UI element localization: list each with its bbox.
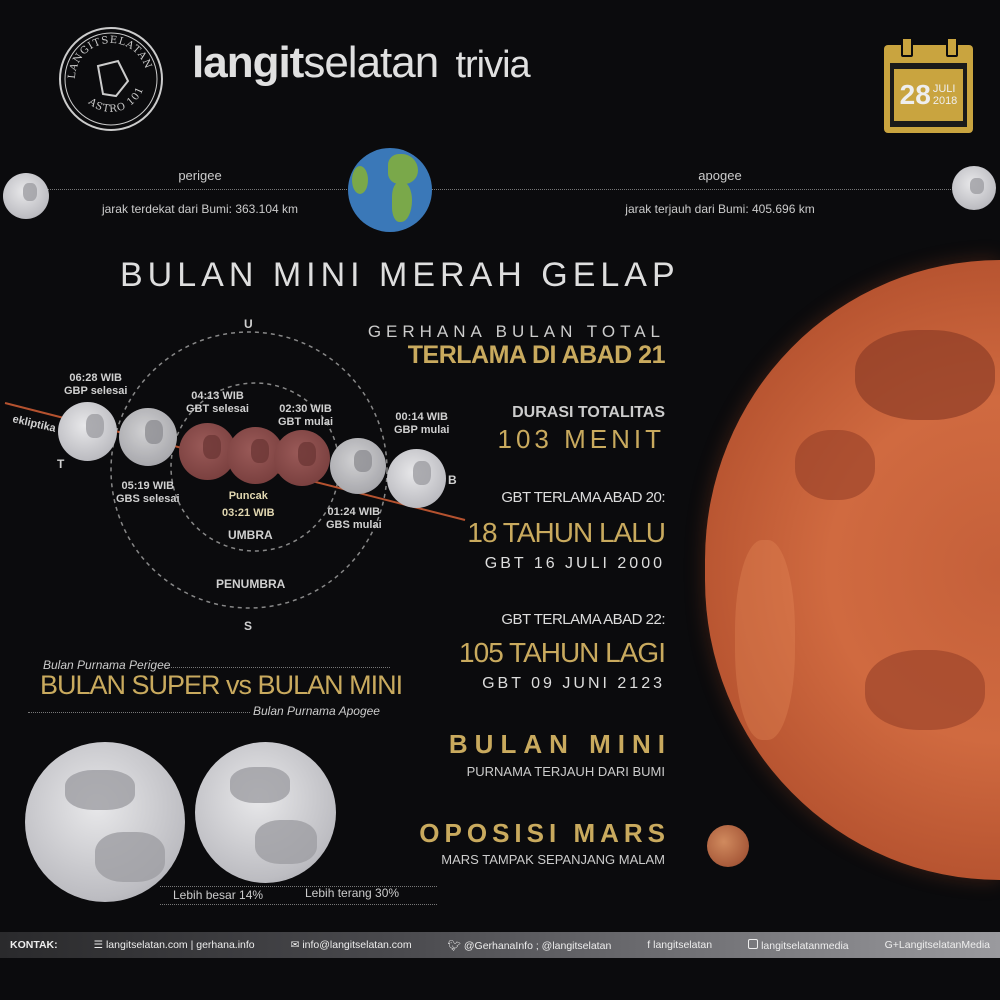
bigger-label: Lebih besar 14%	[173, 888, 264, 902]
fact-big-2: 103 MENIT	[497, 424, 665, 454]
rss-icon: ☰	[93, 939, 106, 951]
penumbra-label: PENUMBRA	[216, 577, 286, 591]
fact-big-3: 18 TAHUN LALU	[467, 517, 666, 548]
facebook-link[interactable]: f langitselatan	[647, 939, 713, 951]
fact-big-1: TERLAMA DI ABAD 21	[407, 341, 666, 369]
earth-icon	[348, 148, 432, 232]
brighter-label: Lebih terang 30%	[305, 886, 400, 900]
moon-gbt-start	[274, 430, 330, 486]
north-label: U	[244, 317, 253, 331]
email-link[interactable]: ✉ info@langitselatan.com	[290, 939, 412, 951]
logo: LANGITSELATAN ASTRO 101	[58, 26, 164, 132]
google-plus-icon: G+	[884, 939, 899, 951]
date-day: 28	[899, 79, 931, 110]
event-gbp-start: 00:14 WIB GBP mulai	[394, 411, 450, 436]
south-label: S	[244, 619, 253, 633]
fact-small-1: GERHANA BULAN TOTAL	[367, 322, 665, 341]
fact-small-3: GBT TERLAMA ABAD 20:	[501, 489, 665, 506]
super-moon-image	[25, 742, 185, 902]
fact-date-3: GBT 16 JULI 2000	[484, 555, 665, 572]
fact-small-4: GBT TERLAMA ABAD 22:	[501, 611, 665, 628]
fact-small-5: PURNAMA TERJAUH DARI BUMI	[466, 764, 665, 779]
title-bold: langit	[192, 38, 304, 87]
instagram-link[interactable]: langitselatanmedia	[748, 938, 849, 952]
moon-gbs-start	[330, 438, 386, 494]
east-label: T	[57, 457, 65, 471]
web-link[interactable]: ☰ langitselatan.com | gerhana.info	[93, 939, 255, 951]
twitter-icon: 🐦︎	[447, 939, 464, 952]
title-suffix: trivia	[455, 44, 530, 86]
distance-line	[45, 189, 957, 190]
fact-big-5: BULAN MINI	[448, 729, 672, 759]
apogee-distance: jarak terjauh dari Bumi: 405.696 km	[625, 202, 815, 216]
moon-gbp-end	[58, 402, 117, 461]
mini-moon-caption: Bulan Purnama Apogee	[253, 704, 380, 718]
fact-big-4: 105 TAHUN LAGI	[459, 637, 666, 668]
contact-bar: KONTAK: ☰ langitselatan.com | gerhana.in…	[0, 932, 1000, 958]
event-gbt-end: 04:13 WIB GBT selesai	[186, 390, 249, 415]
moon-gbt-end	[179, 423, 236, 480]
fact-small-6: MARS TAMPAK SEPANJANG MALAM	[441, 852, 665, 867]
event-gbp-end: 06:28 WIB GBP selesai	[64, 372, 128, 397]
compare-title: BULAN SUPER vs BULAN MINI	[40, 670, 403, 700]
main-title: BULAN MINI MERAH GELAP	[120, 256, 680, 294]
svg-text:LANGITSELATAN: LANGITSELATAN	[67, 35, 154, 80]
super-moon-caption: Bulan Purnama Perigee	[43, 658, 171, 672]
date-year: 2018	[932, 95, 958, 107]
perigee-label: perigee	[178, 168, 222, 183]
title-light: selatan	[303, 38, 439, 87]
blood-moon-image	[705, 260, 1000, 880]
mini-moon-image	[195, 742, 336, 883]
facebook-icon: f	[647, 939, 654, 951]
perigee-moon	[3, 173, 49, 219]
calendar-icon: 28 JULI 2018	[884, 37, 973, 133]
contact-label: KONTAK:	[10, 939, 58, 951]
date-month: JULI	[932, 83, 956, 95]
mars-image	[707, 825, 749, 867]
apogee-label: apogee	[698, 168, 742, 183]
west-label: B	[448, 473, 457, 487]
mail-icon: ✉	[290, 939, 303, 951]
twitter-link[interactable]: 🐦︎ @GerhanaInfo ; @langitselatan	[447, 939, 612, 952]
gplus-link[interactable]: G+LangitselatanMedia	[884, 939, 990, 951]
app-title: langitselatan trivia	[192, 38, 531, 88]
event-gbt-start: 02:30 WIB GBT mulai	[278, 403, 334, 428]
fact-small-2: DURASI TOTALITAS	[512, 404, 665, 421]
moon-gbp-start	[387, 449, 446, 508]
svg-text:ASTRO 101: ASTRO 101	[85, 85, 146, 115]
apogee-moon	[952, 166, 996, 210]
event-peak: Puncak 03:21 WIB	[222, 490, 275, 519]
umbra-label: UMBRA	[228, 528, 273, 542]
fact-date-4: GBT 09 JUNI 2123	[482, 675, 665, 692]
fact-big-6: OPOSISI MARS	[419, 818, 670, 848]
instagram-icon	[748, 938, 759, 949]
moon-gbs-end	[119, 408, 177, 466]
perigee-distance: jarak terdekat dari Bumi: 363.104 km	[101, 202, 299, 216]
event-gbs-start: 01:24 WIB GBS mulai	[326, 506, 382, 531]
event-gbs-end: 05:19 WIB GBS selesai	[116, 480, 180, 505]
